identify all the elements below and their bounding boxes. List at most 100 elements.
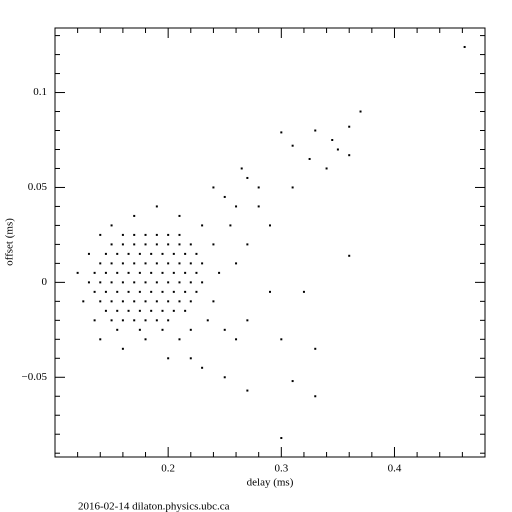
point [184, 290, 187, 293]
point [104, 290, 107, 293]
point [116, 271, 119, 274]
point [201, 262, 204, 265]
point [257, 205, 260, 208]
point [336, 148, 339, 151]
point [359, 110, 362, 113]
point [167, 281, 170, 284]
point [172, 252, 175, 255]
point [218, 271, 221, 274]
point [150, 252, 153, 255]
point [133, 262, 136, 265]
point [212, 243, 215, 246]
point [138, 290, 141, 293]
point [133, 281, 136, 284]
point [99, 262, 102, 265]
point [104, 309, 107, 312]
point [138, 328, 141, 331]
point [291, 144, 294, 147]
point [121, 347, 124, 350]
point [155, 233, 158, 236]
point [116, 328, 119, 331]
footer: 2016-02-14 dilaton.physics.ubc.ca [78, 501, 230, 512]
point [246, 389, 249, 392]
point [223, 376, 226, 379]
point [144, 319, 147, 322]
point [167, 233, 170, 236]
point [280, 437, 283, 440]
point [161, 271, 164, 274]
point [172, 309, 175, 312]
point [110, 319, 113, 322]
point [99, 300, 102, 303]
point [110, 281, 113, 284]
point [161, 309, 164, 312]
y-tick-label: −0.05 [22, 371, 48, 383]
point [155, 319, 158, 322]
point [121, 300, 124, 303]
point [150, 271, 153, 274]
point [189, 300, 192, 303]
point [308, 157, 311, 160]
point [167, 357, 170, 360]
point [178, 243, 181, 246]
point [161, 328, 164, 331]
y-tick-label: 0 [42, 276, 48, 288]
point [121, 233, 124, 236]
point [133, 319, 136, 322]
point [161, 290, 164, 293]
point [314, 347, 317, 350]
point [172, 290, 175, 293]
point [302, 290, 305, 293]
point [99, 233, 102, 236]
point [110, 262, 113, 265]
point [195, 290, 198, 293]
point [167, 300, 170, 303]
point [167, 319, 170, 322]
point [178, 262, 181, 265]
point [161, 252, 164, 255]
point [167, 262, 170, 265]
point [212, 300, 215, 303]
x-tick-label: 0.4 [388, 463, 402, 475]
point [235, 205, 238, 208]
point [155, 281, 158, 284]
point [82, 300, 85, 303]
point [144, 300, 147, 303]
point [184, 252, 187, 255]
point [348, 154, 351, 157]
point [246, 243, 249, 246]
point [110, 300, 113, 303]
point [235, 338, 238, 341]
point [104, 252, 107, 255]
point [138, 271, 141, 274]
point [325, 167, 328, 170]
point [116, 309, 119, 312]
point [133, 300, 136, 303]
point [93, 290, 96, 293]
point [201, 281, 204, 284]
point [110, 243, 113, 246]
point [206, 319, 209, 322]
point [155, 243, 158, 246]
point [150, 290, 153, 293]
point [201, 366, 204, 369]
plot-frame [54, 27, 486, 458]
point [121, 243, 124, 246]
point [184, 271, 187, 274]
x-tick-label: 0.2 [161, 463, 175, 475]
point [314, 395, 317, 398]
point [138, 252, 141, 255]
point [348, 254, 351, 257]
point [133, 243, 136, 246]
point [87, 281, 90, 284]
point [314, 129, 317, 132]
y-axis-label: offset (ms) [4, 218, 16, 266]
point [76, 271, 79, 274]
point [201, 224, 204, 227]
point [178, 338, 181, 341]
point [110, 224, 113, 227]
point [189, 328, 192, 331]
point [184, 309, 187, 312]
y-tick-label: 0.1 [33, 86, 47, 98]
